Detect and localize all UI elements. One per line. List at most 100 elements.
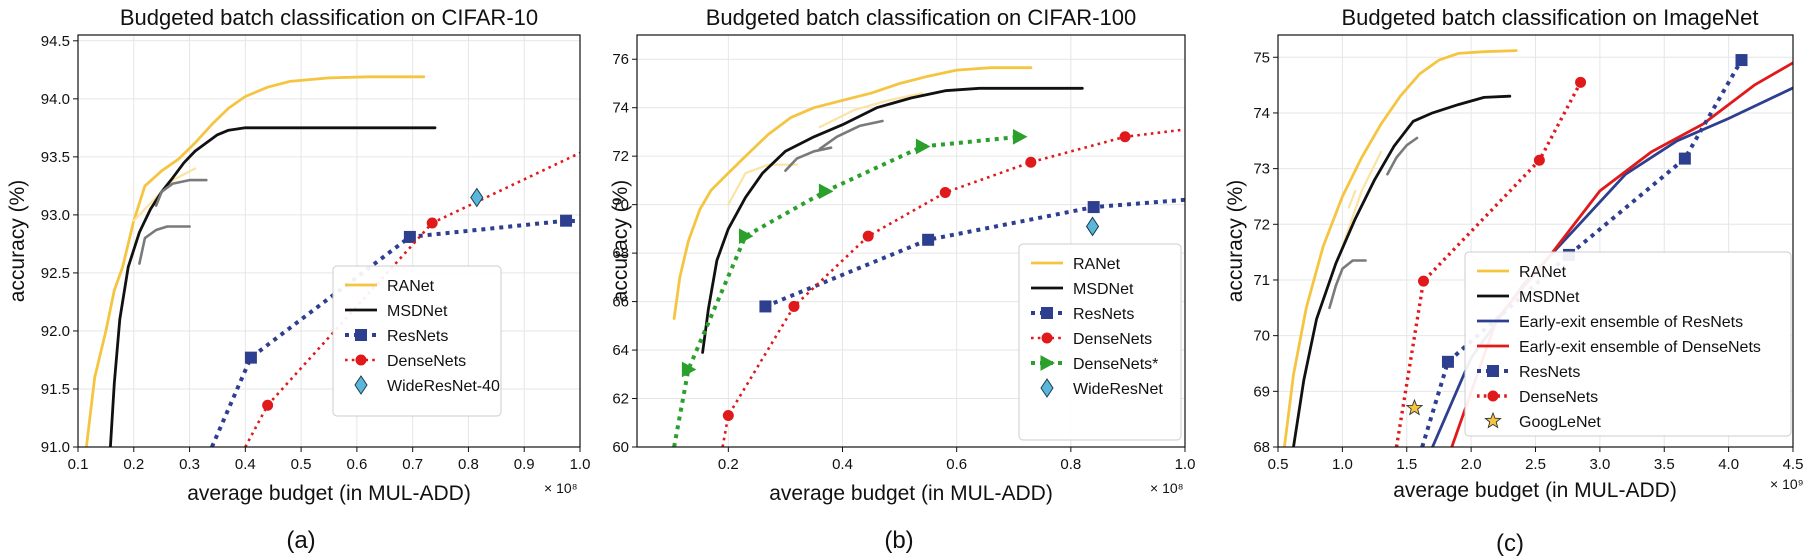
y-tick-label: 70 — [1253, 328, 1270, 345]
x-tick-label: 0.2 — [718, 456, 739, 473]
y-tick-label: 94.0 — [41, 91, 70, 108]
legend-item-early-exit-ensemble-of-densenets: Early-exit ensemble of DenseNets — [1477, 339, 1761, 356]
y-tick-label: 92.0 — [41, 323, 70, 340]
legend-item-msdnet: MSDNet — [1031, 281, 1134, 298]
series-segment-3 — [138, 225, 191, 265]
series-wideresnet — [1085, 216, 1100, 237]
data-point-densenets — [1575, 76, 1587, 88]
x-tick-label: 0.7 — [402, 456, 423, 473]
ticks-b: 0.2 0.4 0.6 0.8 1.0 60 62 64 66 68 70 72 74 76 — [612, 51, 1195, 473]
data-point-resnets — [1735, 54, 1748, 67]
y-tick-label: 60 — [612, 439, 629, 456]
legend-item-wideresnet-40: WideResNet-40 — [354, 375, 500, 395]
data-point-densenets — [1119, 131, 1131, 143]
legend-item-googlenet: GoogLeNet — [1484, 411, 1601, 431]
data-point-resnets — [759, 300, 772, 313]
series-line-msdnet — [701, 86, 1084, 354]
y-tick-label: 74 — [612, 100, 629, 117]
legend-box — [1464, 251, 1792, 437]
series-ranet — [1283, 49, 1518, 447]
series-segment-2 — [818, 92, 924, 129]
y-axis-label-c: accuracy (%) — [1224, 180, 1247, 303]
legend-b: RANet MSDNet ResNets DenseNets DenseNets* Wid… — [1018, 243, 1182, 441]
legend-marker-resnets — [1041, 307, 1053, 319]
y-tick-label: 74 — [1253, 105, 1270, 122]
legend-item-resnets: ResNets — [1477, 364, 1580, 381]
x-tick-label: 0.8 — [458, 456, 479, 473]
legend-label-densenets: DenseNets — [387, 353, 466, 370]
x-tick-label: 4.0 — [1718, 456, 1739, 473]
data-point-wideresnet-40 — [470, 187, 484, 208]
x-tick-label: 0.5 — [291, 456, 312, 473]
series-line-segment-4 — [784, 146, 833, 172]
data-point-densenets — [738, 228, 754, 244]
series-densenets — [721, 128, 1185, 447]
x-tick-label: 0.6 — [946, 456, 967, 473]
data-point-densenets — [915, 138, 931, 155]
x-tick-label: 0.1 — [68, 456, 89, 473]
y-tick-label: 66 — [612, 294, 629, 311]
x-tick-label: 2.5 — [1525, 456, 1546, 473]
legend-marker-densenets — [355, 354, 367, 366]
legend-label-msdnet: MSDNet — [1073, 281, 1134, 298]
series-msdnet — [109, 126, 437, 447]
data-point-resnets — [244, 351, 257, 364]
series-line-ranet — [85, 75, 426, 447]
plot-frame-a — [77, 34, 581, 448]
y-tick-label: 72 — [612, 148, 629, 165]
series-ranet — [85, 75, 426, 447]
legend-label-resnets: ResNets — [387, 328, 448, 345]
series-googlenet — [1405, 398, 1424, 416]
series-line-segment-2 — [1347, 189, 1357, 209]
x-tick-label: 3.5 — [1654, 456, 1675, 473]
series-segment-4 — [154, 178, 208, 207]
x-tick-label: 0.8 — [1060, 456, 1081, 473]
data-point-densenets — [818, 183, 834, 200]
x-tick-label: 0.2 — [123, 456, 144, 473]
series-msdnet — [701, 86, 1084, 354]
legend-marker-densenets — [1040, 355, 1056, 371]
data-point-densenets — [1025, 156, 1037, 168]
series-segment-4 — [1328, 259, 1367, 310]
legend-label-densenets: DenseNets* — [1073, 356, 1158, 373]
series-segment-5 — [1386, 136, 1419, 176]
series-line-ranet — [1283, 49, 1518, 447]
panel-label-c: (c) — [1496, 530, 1524, 556]
series-layer-c — [1283, 49, 1793, 447]
legend-item-msdnet: MSDNet — [1477, 289, 1580, 306]
panel-b: 0.2 0.4 0.6 0.8 1.0 60 62 64 66 68 70 72 74 76 Budget… — [609, 5, 1195, 554]
legend-label-ranet: RANet — [1519, 264, 1567, 281]
data-point-resnets — [1441, 355, 1454, 368]
y-tick-label: 93.0 — [41, 207, 70, 224]
series-line-resnets — [764, 197, 1185, 309]
x-tick-label: 0.4 — [235, 456, 256, 473]
legend-item-densenets: DenseNets — [345, 353, 466, 370]
x-axis-label-c: average budget (in MUL-ADD) — [1393, 479, 1677, 502]
y-tick-label: 76 — [612, 51, 629, 68]
x-multiplier-b: × 10⁸ — [1150, 480, 1184, 496]
data-point-densenets — [426, 217, 438, 229]
legend-marker-wideresnet-40 — [354, 375, 368, 395]
legend-item-ranet: RANet — [345, 278, 435, 295]
x-tick-label: 1.5 — [1396, 456, 1417, 473]
series-line-segment-2 — [818, 92, 924, 129]
x-tick-label: 0.6 — [346, 456, 367, 473]
series-line-ranet — [672, 66, 1033, 320]
series-resnets — [210, 214, 580, 447]
ticks-c: 0.5 1.0 1.5 2.0 2.5 3.0 3.5 4.0 4.5 68 69 70 71 72 73 7… — [1253, 49, 1803, 473]
y-tick-label: 62 — [612, 391, 629, 408]
x-tick-label: 1.0 — [1175, 456, 1196, 473]
panel-label-b: (b) — [884, 527, 913, 554]
legend-marker-densenets — [1487, 390, 1499, 402]
y-tick-label: 75 — [1253, 49, 1270, 66]
series-segment-4 — [784, 146, 833, 172]
legend-item-wideresnet: WideResNet — [1040, 378, 1163, 398]
x-tick-label: 4.5 — [1783, 456, 1804, 473]
legend-box — [1018, 243, 1182, 441]
series-line-densenets — [672, 134, 1020, 447]
y-tick-label: 68 — [612, 245, 629, 262]
data-point-densenets — [681, 361, 697, 378]
series-line-msdnet — [109, 126, 437, 447]
panel-c: 0.5 1.0 1.5 2.0 2.5 3.0 3.5 4.0 4.5 68 69 70 71 72 73 7… — [1224, 5, 1804, 556]
series-line-segment-4 — [154, 178, 208, 207]
